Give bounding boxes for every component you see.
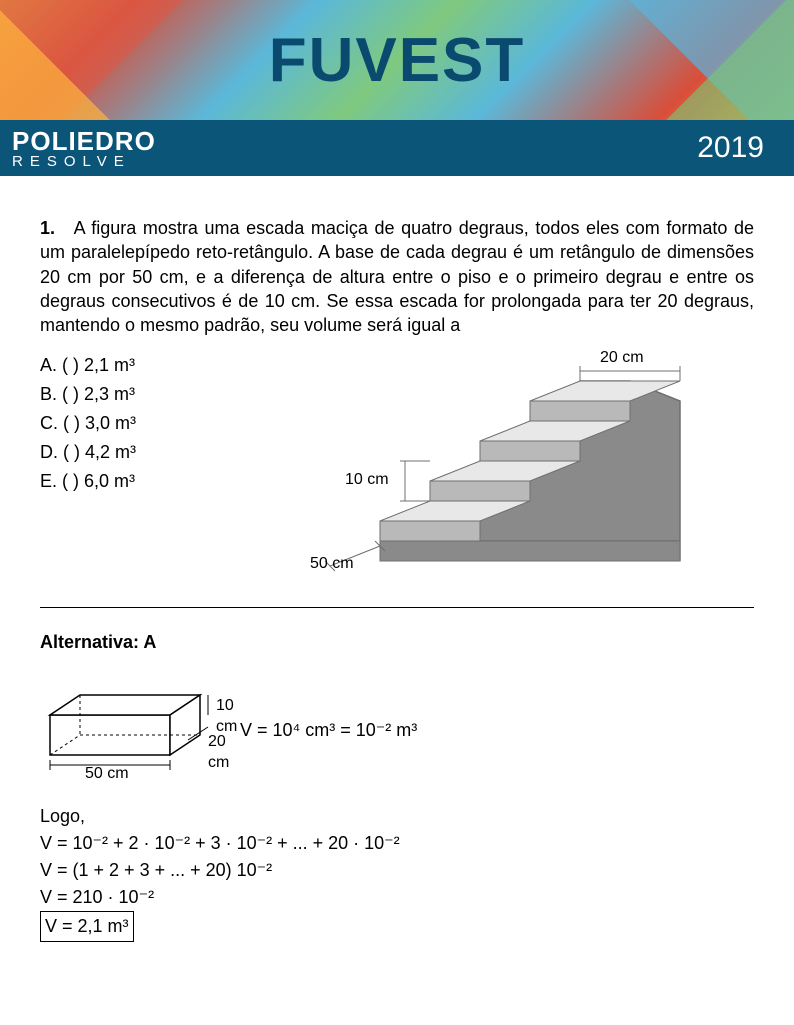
unit-box-figure: 10 cm 20 cm 50 cm	[40, 685, 210, 775]
solution-lines: Logo, V = 10⁻² + 2 · 10⁻² + 3 · 10⁻² + .…	[40, 803, 754, 942]
question-text: A figura mostra uma escada maciça de qua…	[40, 218, 754, 335]
sol-line3: V = 210 · 10⁻²	[40, 884, 754, 911]
sol-line1: V = 10⁻² + 2 · 10⁻² + 3 · 10⁻² + ... + 2…	[40, 830, 754, 857]
box-w: 50 cm	[85, 763, 129, 785]
brand-block: POLIEDRO RESOLVE	[12, 128, 156, 169]
dim-20cm: 20 cm	[600, 347, 644, 369]
question-number: 1.	[40, 216, 68, 240]
option-c: C. ( ) 3,0 m³	[40, 409, 230, 438]
stairs-figure: 20 cm 10 cm 50 cm	[250, 351, 754, 581]
subheader-bar: POLIEDRO RESOLVE 2019	[0, 120, 794, 176]
content-area: 1. A figura mostra uma escada maciça de …	[0, 176, 794, 962]
question-block: 1. A figura mostra uma escada maciça de …	[40, 216, 754, 337]
option-b: B. ( ) 2,3 m³	[40, 380, 230, 409]
brand-bottom: RESOLVE	[12, 154, 156, 169]
options-list: A. ( ) 2,1 m³ B. ( ) 2,3 m³ C. ( ) 3,0 m…	[40, 351, 230, 495]
dim-10cm: 10 cm	[345, 469, 389, 491]
answer-label: Alternativa: A	[40, 630, 754, 654]
sol-line4-boxed: V = 2,1 m³	[40, 911, 134, 942]
sol-logo: Logo,	[40, 803, 754, 830]
exam-title: FUVEST	[269, 25, 526, 96]
option-e: E. ( ) 6,0 m³	[40, 467, 230, 496]
sol-line2: V = (1 + 2 + 3 + ... + 20) 10⁻²	[40, 857, 754, 884]
option-d: D. ( ) 4,2 m³	[40, 438, 230, 467]
solution-box-row: 10 cm 20 cm 50 cm V = 10⁴ cm³ = 10⁻² m³	[40, 685, 754, 775]
unit-volume: V = 10⁴ cm³ = 10⁻² m³	[240, 718, 417, 742]
header-banner: FUVEST	[0, 0, 794, 120]
exam-year: 2019	[697, 131, 764, 165]
box-d: 20 cm	[208, 731, 229, 774]
divider-line	[40, 607, 754, 608]
brand-top: POLIEDRO	[12, 128, 156, 154]
option-a: A. ( ) 2,1 m³	[40, 351, 230, 380]
dim-50cm: 50 cm	[310, 553, 354, 575]
